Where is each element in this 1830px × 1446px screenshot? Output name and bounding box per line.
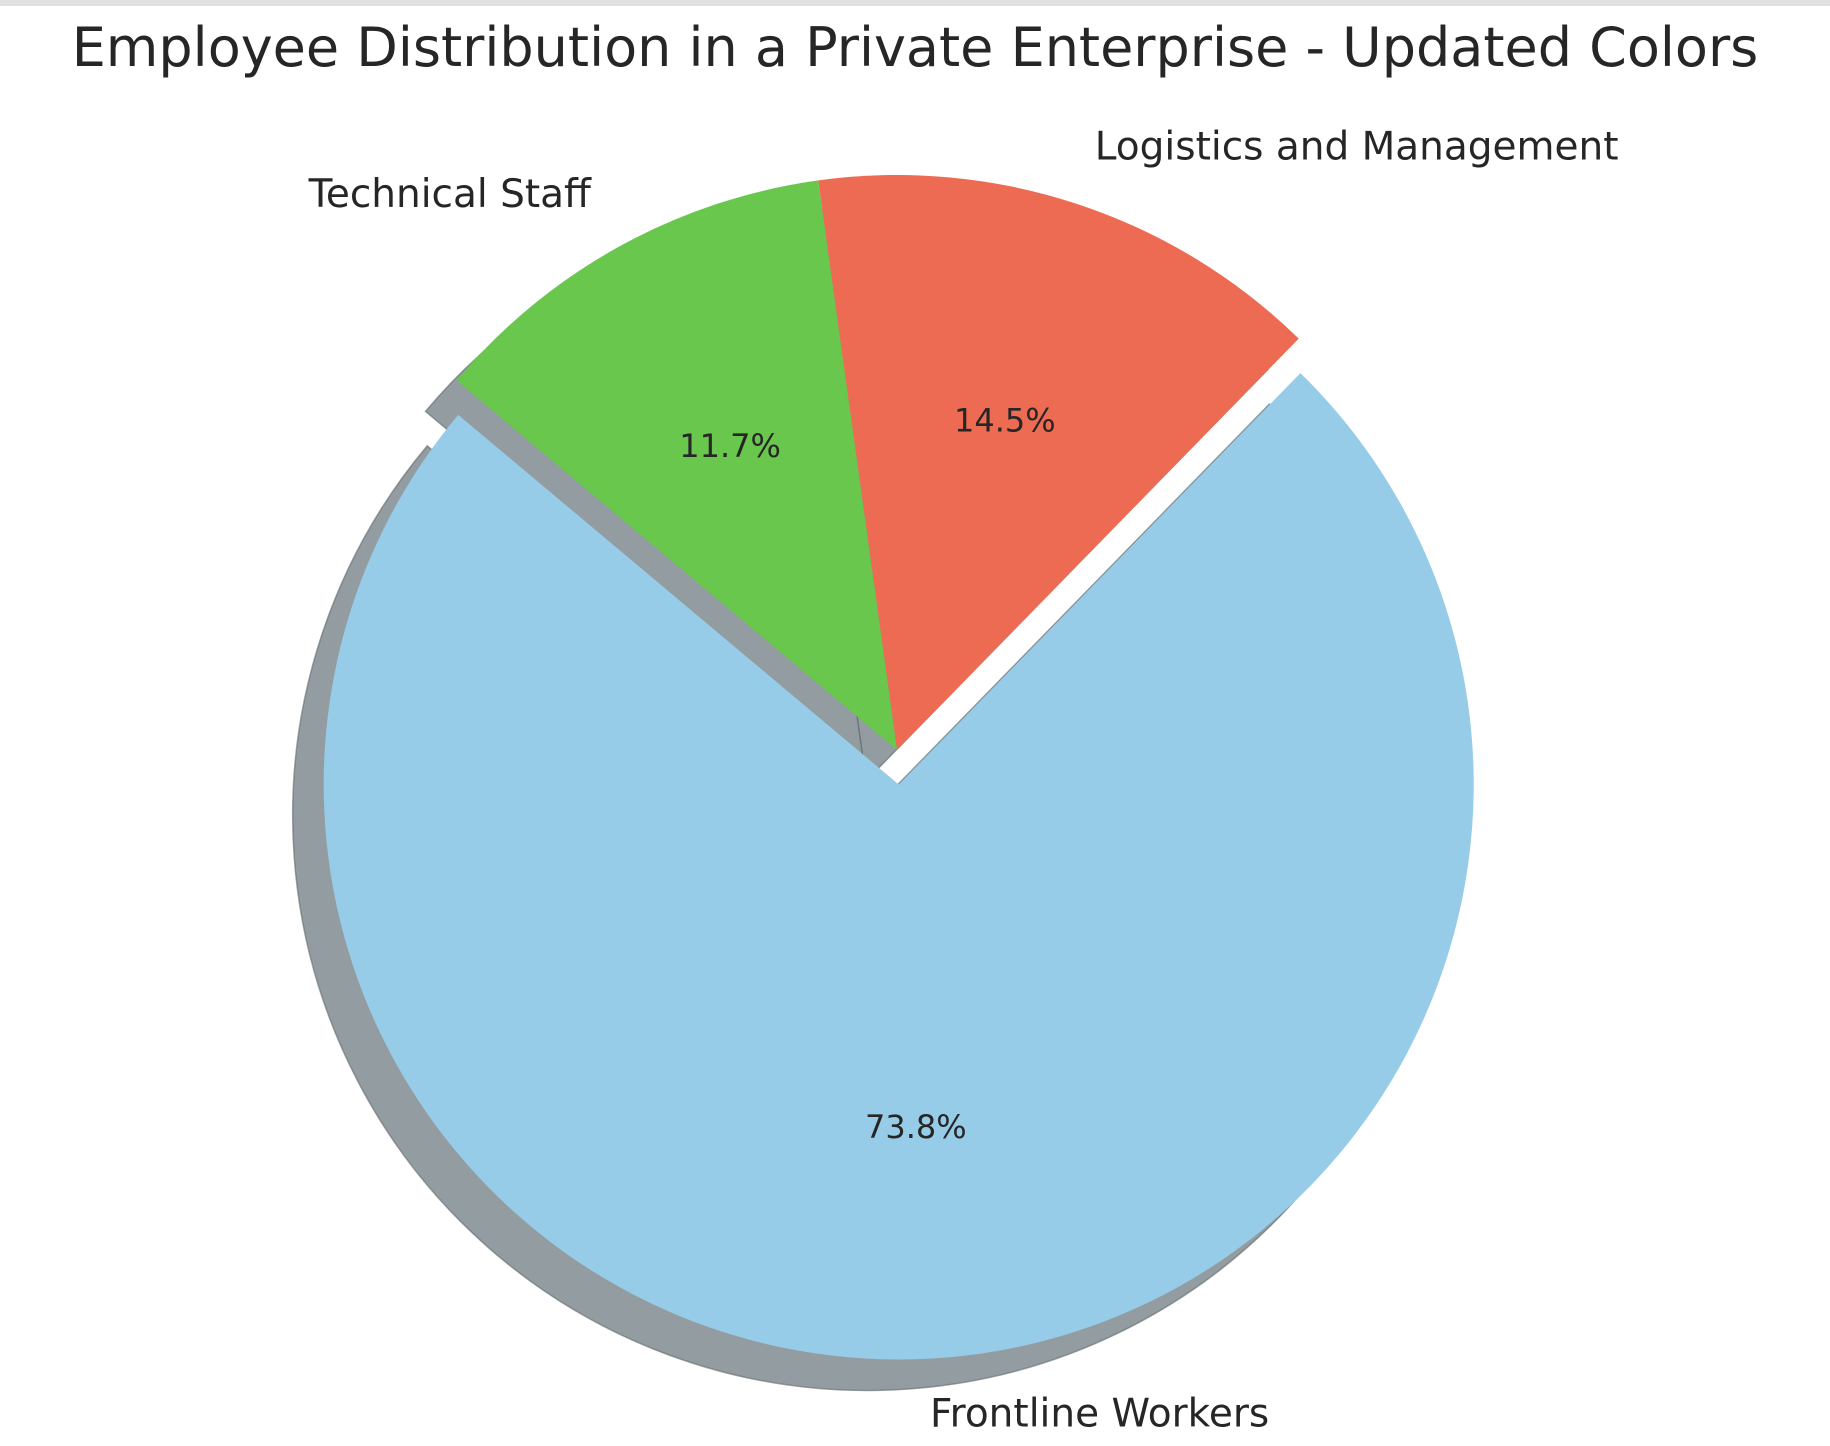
slice-label-technical-staff: Technical Staff xyxy=(308,172,592,217)
pie-slice-frontline-workers xyxy=(323,373,1474,1360)
pie-label-layer: Frontline Workers 73.8% Logistics and Mana… xyxy=(308,125,1619,1437)
chart-title: Employee Distribution in a Private Enter… xyxy=(71,16,1759,79)
pie-slice-logistics-and-management xyxy=(818,175,1299,751)
top-border-strip xyxy=(0,0,1830,6)
pie-wedge-layer xyxy=(323,175,1474,1360)
slice-label-frontline-workers: Frontline Workers xyxy=(930,1392,1269,1437)
slice-percent-technical-staff: 11.7% xyxy=(679,427,781,465)
pie-slice-technical-staff xyxy=(456,180,897,750)
slice-label-logistics-and-management: Logistics and Management xyxy=(1095,125,1619,170)
slice-percent-logistics-and-management: 14.5% xyxy=(954,401,1056,439)
slice-percent-frontline-workers: 73.8% xyxy=(865,1108,967,1146)
